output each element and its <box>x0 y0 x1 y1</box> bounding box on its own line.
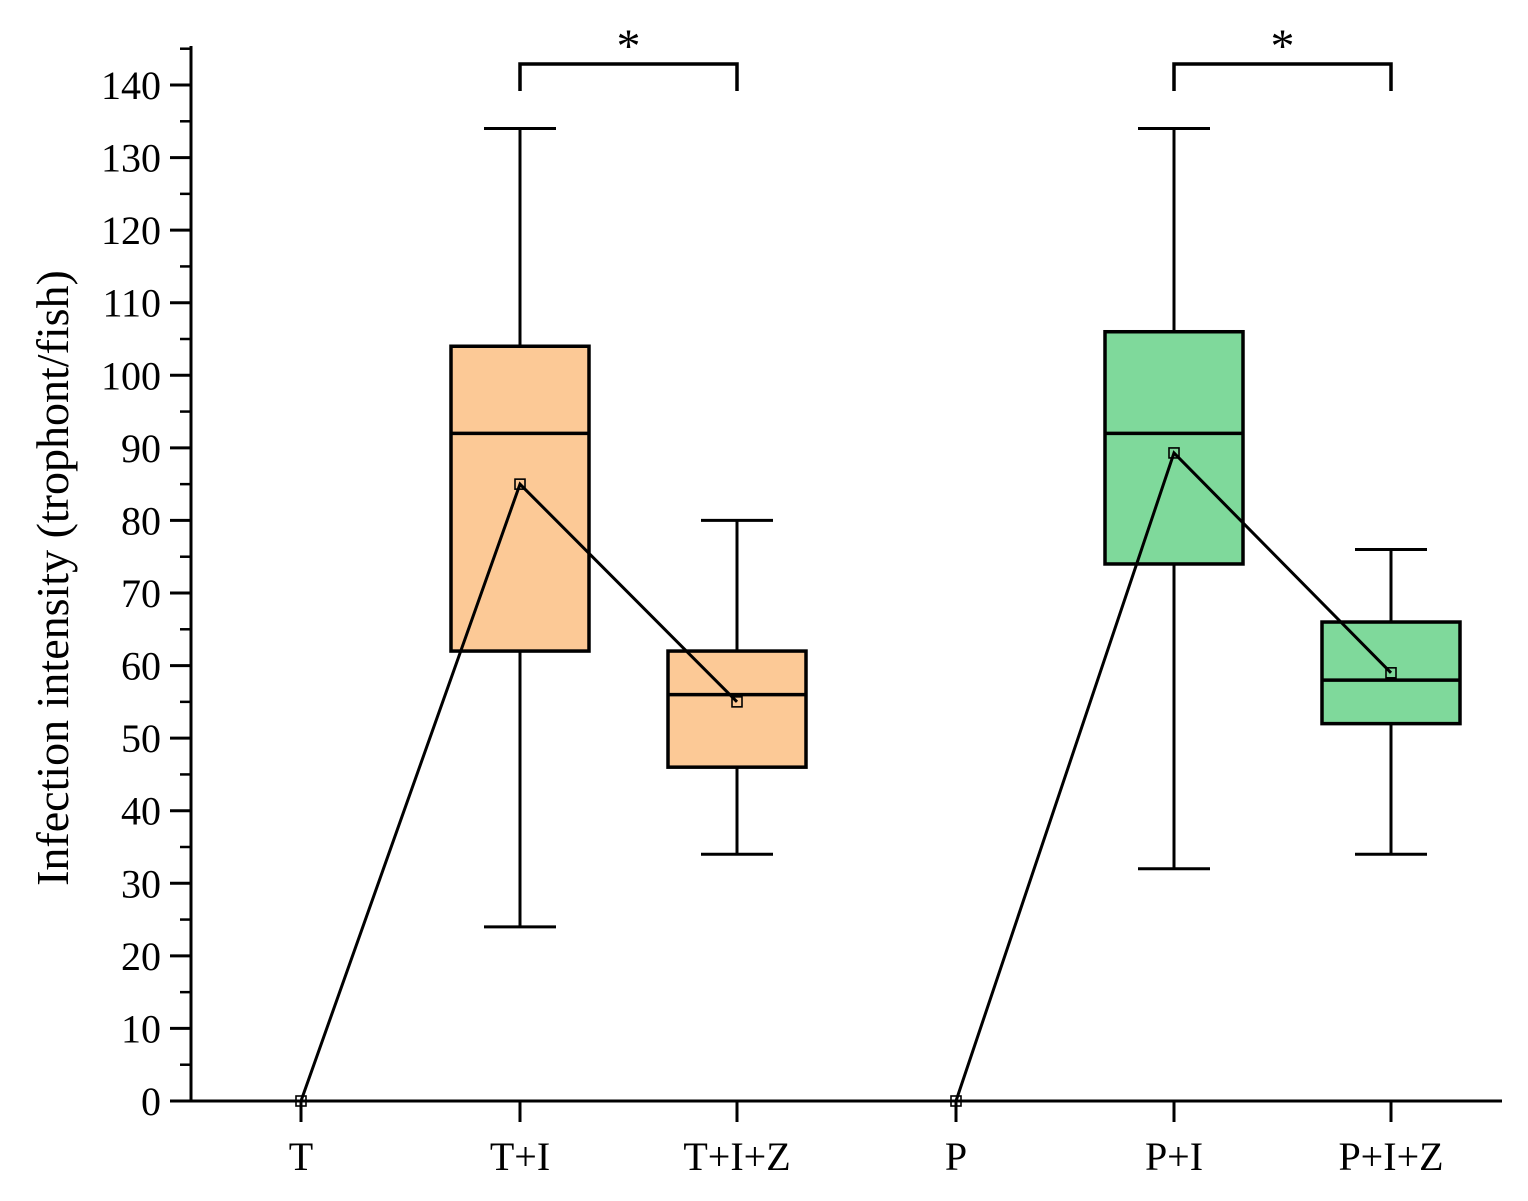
mean-marker-p-i-z <box>1385 667 1397 679</box>
y-tick-label-70: 70 <box>121 571 161 616</box>
box-t-i <box>449 344 591 653</box>
significance-bracket-2 <box>1172 62 1393 91</box>
y-tick-label-10: 10 <box>121 1006 161 1051</box>
significance-bracket-1 <box>518 62 739 91</box>
box-layer <box>449 127 1462 929</box>
y-tick-label-130: 130 <box>101 136 161 181</box>
y-tick-label-80: 80 <box>121 498 161 543</box>
y-tick-label-60: 60 <box>121 644 161 689</box>
x-tick-label-t: T <box>289 1134 313 1179</box>
y-tick-label-40: 40 <box>121 789 161 834</box>
y-tick-label-50: 50 <box>121 716 161 761</box>
axes-layer: 0 10 20 30 40 50 60 70 80 90 100 110 120 130 140 T T+I T+… <box>101 46 1502 1179</box>
y-tick-label-100: 100 <box>101 353 161 398</box>
y-tick-label-110: 110 <box>102 281 161 326</box>
mean-line-p <box>954 450 1393 1102</box>
mean-marker-p-i <box>1168 447 1180 459</box>
x-tick-label-t-i-z: T+I+Z <box>683 1134 790 1179</box>
x-tick-label-p-i-z: P+I+Z <box>1338 1134 1443 1179</box>
y-tick-label-120: 120 <box>101 208 161 253</box>
mean-marker-t-i <box>514 478 526 490</box>
y-tick-label-20: 20 <box>121 934 161 979</box>
y-tick-label-30: 30 <box>121 861 161 906</box>
mean-marker-t-i-z <box>731 696 743 708</box>
y-tick-label-140: 140 <box>101 63 161 108</box>
significance-label-2: * <box>1271 20 1295 73</box>
y-axis-title: Infection intensity (trophont/fish) <box>27 270 78 886</box>
y-tick-label-90: 90 <box>121 426 161 471</box>
y-tick-label-0: 0 <box>141 1079 161 1124</box>
x-tick-label-p-i: P+I <box>1145 1134 1203 1179</box>
box-t-i-z <box>666 649 808 769</box>
mean-line-t <box>299 481 739 1102</box>
significance-label-1: * <box>617 20 641 73</box>
mean-line-layer <box>295 447 1397 1107</box>
significance-layer: * * <box>518 20 1393 91</box>
x-tick-label-t-i: T+I <box>490 1134 550 1179</box>
x-tick-label-p: P <box>945 1134 967 1179</box>
